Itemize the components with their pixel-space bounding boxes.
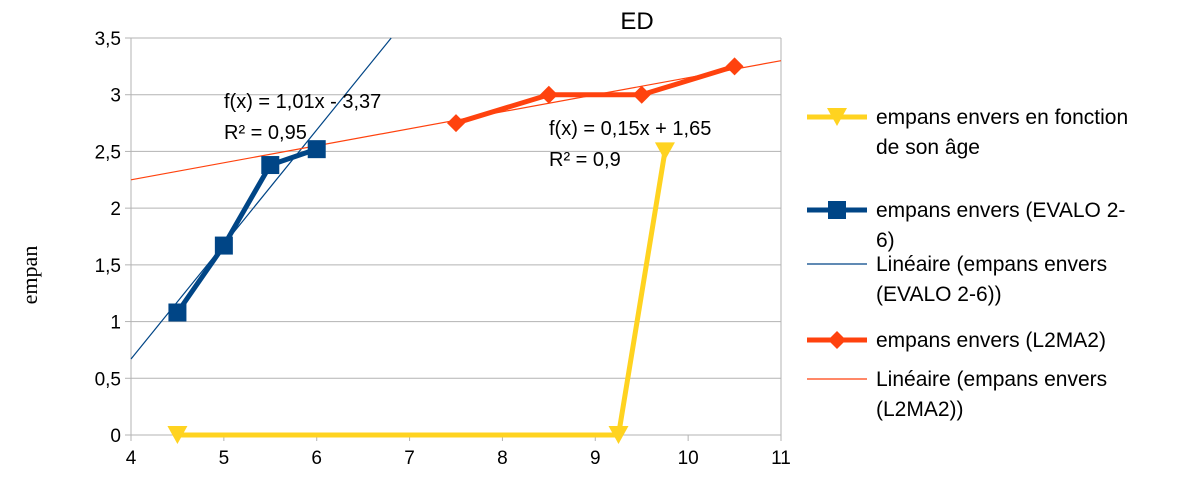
x-tick-label: 9 [590, 448, 601, 469]
data-point-series-3 [632, 85, 651, 104]
trendline-r-squared: R² = 0,9 [549, 149, 621, 171]
y-tick-label: 3 [110, 86, 121, 107]
legend-item: Linéaire (empans envers (L2MA2)) [807, 368, 1107, 421]
legend-item: empans envers (L2MA2) [807, 329, 1106, 352]
legend-swatch-marker [827, 108, 847, 126]
y-tick-label: 0 [110, 426, 121, 447]
chart-title: ED [620, 8, 653, 35]
legend-label: empans envers (L2MA2) [876, 329, 1106, 352]
data-point-series-1 [654, 142, 675, 161]
legend-label: Linéaire (empans envers (L2MA2)) [876, 368, 1107, 421]
trendline-equation: f(x) = 0,15x + 1,65 [549, 118, 711, 140]
gridlines [125, 37, 782, 441]
legend-label: Linéaire (empans envers (EVALO 2-6)) [876, 253, 1107, 306]
y-tick-label: 2 [110, 199, 121, 220]
y-tick-label: 3,5 [95, 29, 121, 50]
x-tick-label: 11 [771, 448, 791, 469]
legend-swatch-marker [828, 201, 846, 219]
data-point-series-2 [307, 140, 326, 159]
legend-item: empans envers en fonction de son âge [807, 106, 1128, 159]
y-tick-label: 2,5 [95, 142, 121, 163]
tick-labels: 0 0,5 1 1,5 2 2,5 3 3,5 4 5 6 7 8 9 10 11 [95, 29, 791, 469]
data-point-series-2 [168, 303, 187, 322]
series-line-3 [455, 63, 736, 126]
x-tick-label: 6 [311, 448, 322, 469]
x-tick-label: 4 [126, 448, 137, 469]
legend-swatch-marker [828, 331, 846, 349]
data-point-series-3 [447, 114, 465, 133]
y-tick-label: 0,5 [95, 369, 121, 390]
y-tick-label: 1 [110, 313, 121, 334]
legend-item: empans envers (EVALO 2-6) [807, 199, 1125, 252]
data-point-series-2 [261, 156, 280, 175]
series-line-2 [175, 146, 318, 314]
series-line-1 [177, 151, 668, 438]
data-point-series-2 [214, 236, 233, 255]
x-tick-label: 10 [678, 448, 699, 469]
y-tick-label: 1,5 [95, 256, 121, 277]
legend-label: empans envers en fonction de son âge [876, 106, 1128, 159]
trendline-equations: f(x) = 1,01x - 3,37 R² = 0,95 f(x) = 0,15x… [224, 91, 711, 171]
legend-item: Linéaire (empans envers (EVALO 2-6)) [807, 253, 1107, 306]
data-point-series-1 [608, 426, 629, 444]
y-axis-label: empan [17, 246, 42, 305]
x-tick-label: 7 [404, 448, 415, 469]
x-tick-label: 5 [219, 448, 230, 469]
data-point-series-3 [725, 57, 744, 76]
data-point-series-1 [167, 426, 188, 444]
trendlines [130, 37, 782, 360]
legend: empans envers en fonction de son âge empan… [807, 106, 1128, 421]
trendline-r-squared: R² = 0,95 [224, 122, 307, 144]
series-markers [167, 57, 744, 444]
data-point-series-3 [539, 85, 558, 104]
trendline-equation: f(x) = 1,01x - 3,37 [224, 91, 381, 113]
legend-label: empans envers (EVALO 2-6) [876, 199, 1125, 252]
x-tick-label: 8 [497, 448, 508, 469]
